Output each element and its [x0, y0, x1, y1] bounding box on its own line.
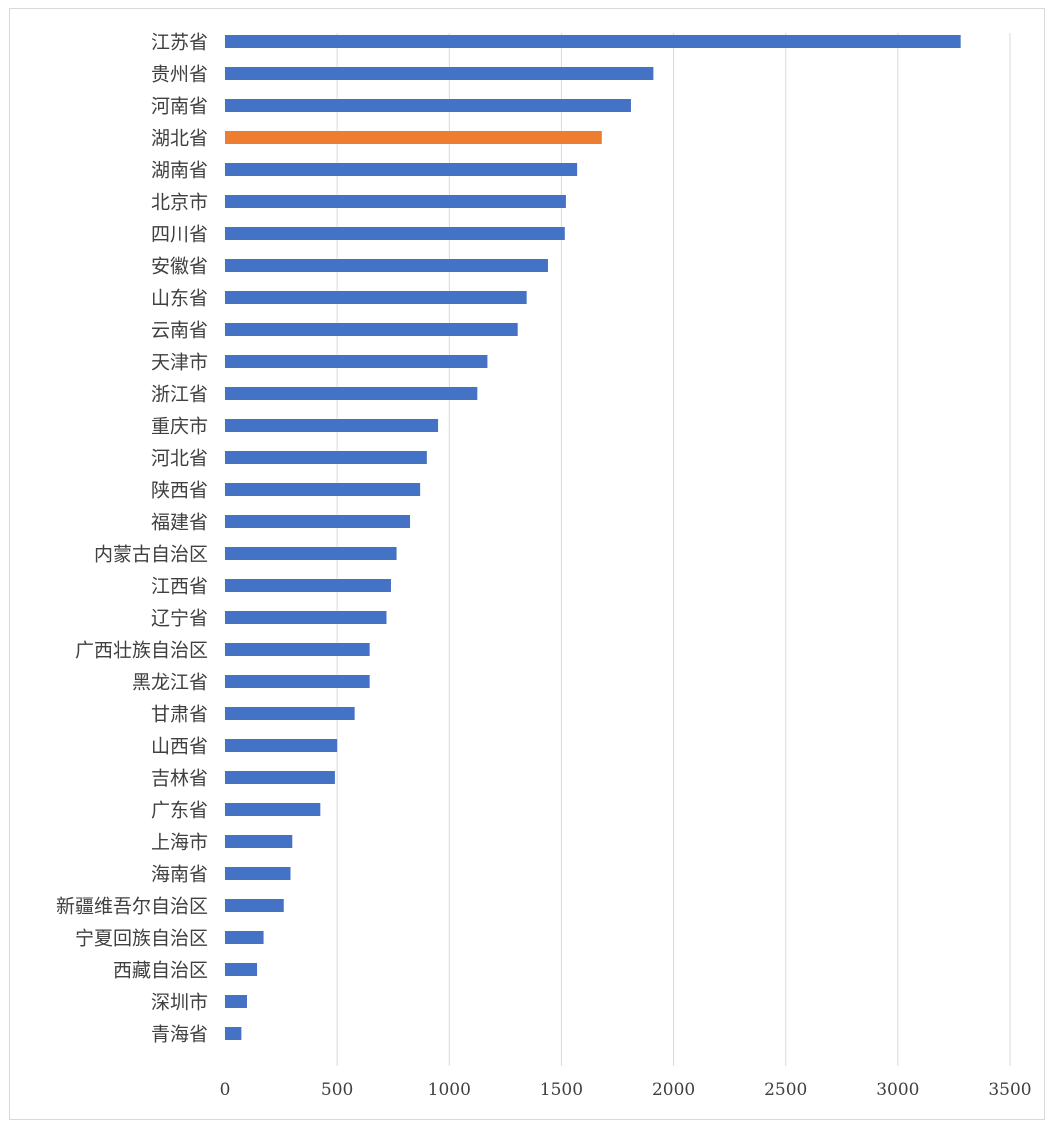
x-tick-label: 1000 — [428, 1080, 471, 1100]
x-tick-label: 0 — [220, 1080, 231, 1100]
category-label: 内蒙古自治区 — [94, 544, 208, 566]
bar-8 — [225, 291, 527, 304]
category-label: 北京市 — [151, 192, 208, 214]
bar-17 — [225, 579, 391, 592]
x-tick-label: 2500 — [764, 1080, 807, 1100]
bar-3 — [225, 131, 602, 144]
bar-22 — [225, 739, 338, 752]
bar-19 — [225, 643, 370, 656]
bar-20 — [225, 675, 370, 688]
bar-23 — [225, 771, 335, 784]
x-tick-label: 2000 — [652, 1080, 695, 1100]
bar-14 — [225, 483, 421, 496]
category-label: 云南省 — [151, 320, 208, 342]
category-label: 河北省 — [151, 448, 208, 470]
bar-12 — [225, 419, 439, 432]
bar-7 — [225, 259, 548, 272]
bar-4 — [225, 163, 578, 176]
category-labels: 江苏省贵州省河南省湖北省湖南省北京市四川省安徽省山东省云南省天津市浙江省重庆市河… — [56, 32, 208, 1046]
category-label: 湖北省 — [151, 128, 208, 150]
category-label: 山西省 — [151, 736, 208, 758]
x-tick-label: 1500 — [540, 1080, 583, 1100]
category-label: 福建省 — [151, 512, 208, 534]
bar-1 — [225, 67, 654, 80]
bar-2 — [225, 99, 631, 112]
category-label: 吉林省 — [151, 768, 208, 790]
category-label: 安徽省 — [151, 256, 208, 278]
category-label: 甘肃省 — [151, 704, 208, 726]
category-label: 深圳市 — [151, 992, 208, 1014]
bar-27 — [225, 899, 284, 912]
category-label: 海南省 — [151, 864, 208, 886]
category-label: 山东省 — [151, 288, 208, 310]
bar-11 — [225, 387, 478, 400]
x-axis-tick-labels: 0 500 1000 1500 2000 2500 3000 3500 — [220, 1080, 1032, 1100]
x-tick-label: 3500 — [988, 1080, 1031, 1100]
chart-frame: 江苏省贵州省河南省湖北省湖南省北京市四川省安徽省山东省云南省天津市浙江省重庆市河… — [9, 8, 1045, 1120]
bars — [225, 35, 961, 1040]
bar-18 — [225, 611, 387, 624]
category-label: 辽宁省 — [151, 608, 208, 630]
category-label: 河南省 — [151, 96, 208, 118]
bar-31 — [225, 1027, 242, 1040]
bar-30 — [225, 995, 247, 1008]
category-label: 陕西省 — [151, 480, 208, 502]
x-tick-label: 500 — [321, 1080, 353, 1100]
category-label: 黑龙江省 — [132, 672, 208, 694]
gridlines — [336, 33, 1011, 1066]
category-label: 贵州省 — [151, 64, 208, 86]
category-label: 广西壮族自治区 — [75, 640, 208, 662]
bar-29 — [225, 963, 258, 976]
category-label: 青海省 — [151, 1024, 208, 1046]
bar-10 — [225, 355, 488, 368]
bar-24 — [225, 803, 321, 816]
bar-25 — [225, 835, 293, 848]
bar-21 — [225, 707, 355, 720]
bar-6 — [225, 227, 565, 240]
category-label: 上海市 — [151, 832, 208, 854]
bar-13 — [225, 451, 427, 464]
category-label: 浙江省 — [151, 384, 208, 406]
category-label: 广东省 — [151, 800, 208, 822]
category-label: 四川省 — [151, 224, 208, 246]
category-label: 湖南省 — [151, 160, 208, 182]
category-label: 宁夏回族自治区 — [75, 928, 208, 950]
bar-15 — [225, 515, 411, 528]
bar-5 — [225, 195, 566, 208]
bar-0 — [225, 35, 961, 48]
bar-28 — [225, 931, 264, 944]
category-label: 重庆市 — [151, 416, 208, 438]
category-label: 天津市 — [151, 352, 208, 374]
bar-26 — [225, 867, 291, 880]
bar-16 — [225, 547, 397, 560]
bar-chart: 江苏省贵州省河南省湖北省湖南省北京市四川省安徽省山东省云南省天津市浙江省重庆市河… — [56, 32, 1032, 1101]
category-label: 西藏自治区 — [113, 960, 208, 982]
category-label: 江苏省 — [151, 32, 208, 54]
bar-9 — [225, 323, 518, 336]
category-label: 新疆维吾尔自治区 — [56, 896, 208, 918]
category-label: 江西省 — [151, 576, 208, 598]
x-tick-label: 3000 — [876, 1080, 919, 1100]
